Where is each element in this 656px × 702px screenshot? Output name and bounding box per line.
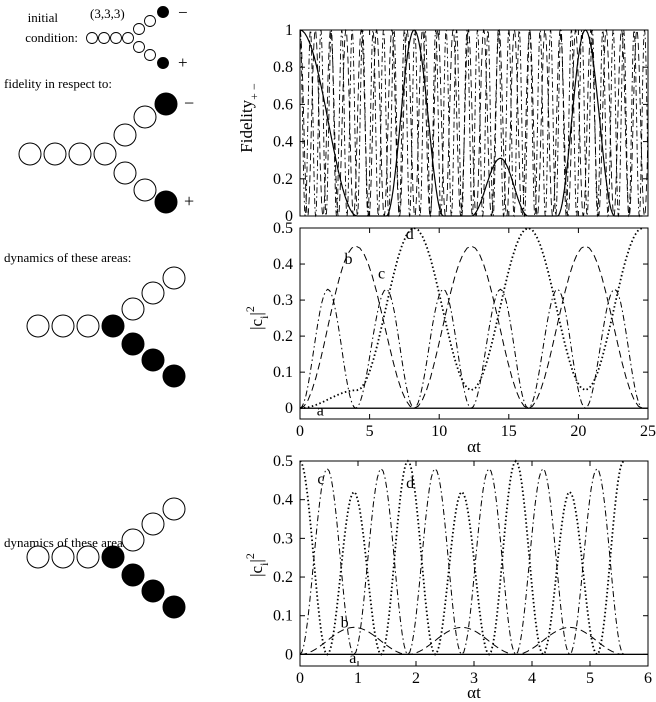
plus-symbol-small: + [178,53,188,72]
curve-label-d: d [406,226,414,243]
series-c [299,288,643,409]
curve-label-c: c [378,265,385,282]
fidelity-series-solid [299,29,643,217]
y-tick-label: 0.8 [273,59,293,76]
fidelity-chart: 0 0.2 0.4 0.6 0.8 1 [273,22,649,225]
minus-symbol-small: − [178,3,188,22]
y-tick-label: 0.4 [273,492,293,509]
amplitude-ylabel-2: |ci|2 [243,553,271,577]
plot-frame [299,29,649,217]
y-tick-label: 0.6 [273,96,293,113]
amplitudes-chart-1: 0 0.1 0.2 0.3 0.4 0.5 0 5 10 15 20 25 a b c d [273,220,656,440]
fidelity-chain [18,92,178,214]
y-tick-label: 0.4 [273,134,293,151]
x-axis-label-1: αt [467,437,481,456]
y-tick-label: 0.3 [273,292,293,309]
x-tick-label: 0 [296,670,304,687]
curve-label-a: a [317,402,324,419]
fidelity-series-dash-dot [299,29,649,218]
x-tick-label: 6 [644,670,652,687]
x-tick-label: 1 [354,670,362,687]
x-tick-label: 2 [412,670,420,687]
y-tick-label: 0.1 [273,608,293,625]
series-b [299,626,624,655]
initial-chain [86,6,169,69]
x-tick-label: 3 [470,670,478,687]
dynamics-chain-2 [26,497,186,619]
curve-label-a: a [349,650,356,667]
initial-label: initial [28,10,59,25]
y-tick-label: 1 [285,22,293,39]
plus-symbol: + [184,191,194,211]
condition-label: condition: [25,30,78,45]
curve-label-b: b [341,614,349,631]
amplitude-ylabel-1: |ci|2 [243,306,271,330]
y-tick-label: 0.5 [273,220,293,237]
x-tick-label: 10 [431,423,447,440]
series-b [299,245,643,409]
curve-label-b: b [345,251,353,268]
plot-frame [299,227,649,420]
x-tick-label: 0 [296,423,304,440]
y-tick-label: 0.2 [273,569,293,586]
fidelity-label: fidelity in respect to: [4,76,112,91]
series-d [299,226,643,410]
x-tick-label: 20 [570,423,586,440]
y-tick-label: 0.3 [273,530,293,547]
minus-symbol: − [184,93,194,113]
y-tick-label: 0.2 [273,171,293,188]
x-tick-label: 25 [640,423,656,440]
x-tick-label: 5 [366,423,374,440]
curve-label-c: c [317,471,324,488]
x-tick-label: 5 [586,670,594,687]
triple-label: (3,3,3) [90,6,125,21]
y-tick-label: 0.1 [273,364,293,381]
fidelity-series-dashed [299,28,649,217]
amplitudes-chart-2: 0 0.1 0.2 0.3 0.4 0.5 0 1 2 3 4 5 6 a b c d [273,453,652,687]
y-tick-label: 0.2 [273,328,293,345]
x-axis-label-2: αt [467,683,481,702]
x-tick-label: 4 [528,670,536,687]
curve-label-d: d [406,475,414,492]
y-tick-label: 0.4 [273,256,293,273]
x-tick-label: 15 [501,423,517,440]
y-tick-label: 0 [285,646,293,663]
dynamics-label-1: dynamics of these areas: [4,250,131,265]
y-tick-label: 0 [285,400,293,417]
y-tick-label: 0.5 [273,453,293,470]
dynamics-chain-1 [26,266,186,388]
fidelity-ylabel: Fidelity+ − [237,83,261,153]
y-tick-label: 0 [285,208,293,225]
left-panel: initial condition: (3,3,3) − + fidelity … [4,3,194,619]
